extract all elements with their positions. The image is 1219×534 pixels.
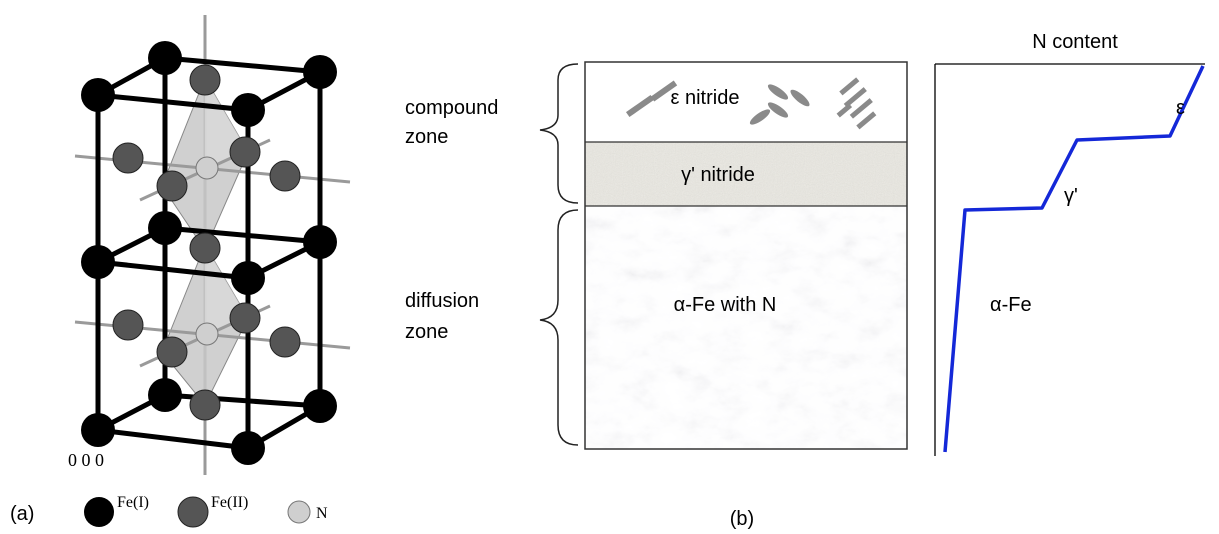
n-content-profile: N content ε γ' α-Fe [934,31,1205,456]
origin-label: 0 0 0 [68,450,104,470]
compound-zone-label-line2: zone [405,126,448,148]
crystal-structure: 0 0 0 [68,15,351,475]
legend-fe-i-swatch [84,497,114,527]
layer-frame [584,61,908,450]
panel-b-label: (b) [730,508,754,530]
legend-n-swatch [287,500,311,524]
profile-alpha-fe-label: α-Fe [990,294,1032,316]
legend-fe-ii-label: Fe(II) [211,494,248,511]
panel-a-label: (a) [10,503,34,525]
zone-labels: compound zone diffusion zone [405,63,579,446]
fe-i-atoms [81,41,337,465]
alpha-fe-with-n-label: α-Fe with N [674,294,777,316]
profile-gamma-prime-label: γ' [1064,185,1078,207]
diffusion-zone-label-line1: diffusion [405,290,479,312]
n-atoms [195,156,219,346]
gamma-prime-nitride-label: γ' nitride [681,164,755,186]
n-content-curve [943,65,1205,453]
atom-legend: Fe(I) Fe(II) N [84,494,328,528]
epsilon-layer [585,62,907,142]
legend-fe-i-label: Fe(I) [117,494,149,511]
gamma-prime-layer-texture [585,142,907,206]
fe-ii-atoms [112,64,301,421]
layer-diagram: ε nitride γ' nitride α-Fe with N [584,61,908,450]
n-content-title: N content [1032,31,1118,53]
legend-fe-ii-swatch [177,496,209,528]
epsilon-needles [625,77,877,130]
legend-n-label: N [316,505,328,522]
compound-zone-brace [539,63,579,204]
diffusion-layer-texture [585,206,907,449]
diffusion-zone-label-line2: zone [405,321,448,343]
diffusion-zone-brace [539,209,579,446]
compound-zone-label-line1: compound [405,97,498,119]
epsilon-nitride-label: ε nitride [671,87,740,109]
profile-epsilon-label: ε [1176,97,1185,119]
